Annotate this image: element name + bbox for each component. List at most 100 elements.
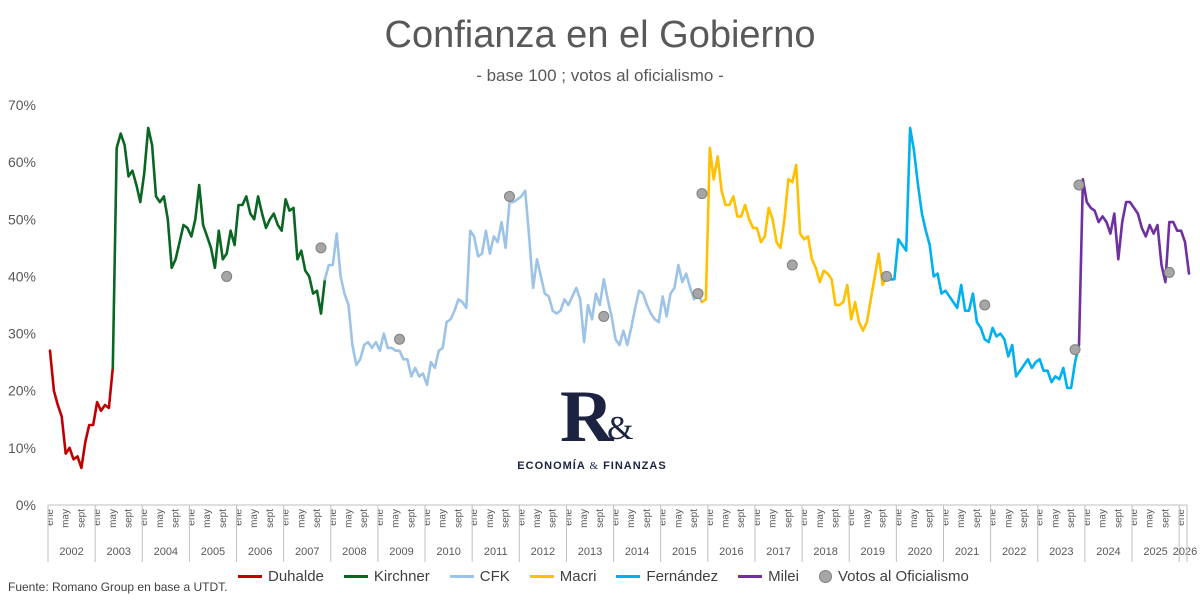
legend-item: Kirchner: [343, 568, 430, 585]
y-tick-label: 60%: [8, 154, 36, 170]
legend-label: CFK: [479, 568, 510, 585]
x-year-label: 2014: [625, 546, 649, 558]
x-month-label: ene: [563, 509, 574, 526]
x-month-label: sept: [830, 509, 841, 528]
legend-swatch: [738, 575, 763, 578]
chart-legend: Duhalde Kirchner CFK Macri Fernández Milei Vot…: [238, 568, 969, 585]
x-month-label: ene: [233, 509, 244, 526]
x-year-label: 2017: [766, 546, 790, 558]
x-month-label: ene: [1035, 509, 1046, 526]
x-month-label: ene: [1176, 509, 1187, 526]
series-line-fernndez: [889, 126, 1081, 390]
x-month-label: sept: [124, 509, 135, 528]
x-month-label: ene: [45, 509, 56, 526]
x-year-label: 2025: [1143, 546, 1167, 558]
x-month-label: ene: [186, 509, 197, 526]
legend-item: CFK: [449, 568, 510, 585]
vote-point: [394, 333, 406, 345]
x-month-label: ene: [658, 509, 669, 526]
x-year-label: 2011: [484, 546, 508, 558]
x-year-label: 2018: [813, 546, 837, 558]
series-line-macri: [700, 146, 892, 332]
votes-dots-layer: [221, 179, 1175, 356]
x-month-label: sept: [972, 509, 983, 528]
x-year-label: 2024: [1096, 546, 1120, 558]
series-line-milei: [1077, 178, 1191, 347]
x-month-label: sept: [642, 509, 653, 528]
x-month-label: may: [579, 509, 590, 528]
x-month-label: sept: [1066, 509, 1077, 528]
x-month-label: may: [862, 509, 873, 528]
x-year-label: 2009: [389, 546, 413, 558]
x-month-label: may: [1050, 509, 1061, 528]
x-month-label: sept: [689, 509, 700, 528]
logo-text: ECONOMÍA & FINANZAS: [512, 460, 672, 472]
x-month-label: ene: [752, 509, 763, 526]
x-month-label: may: [626, 509, 637, 528]
vote-point: [692, 288, 704, 300]
x-month-label: may: [343, 509, 354, 528]
y-axis: 0% 10% 20% 30% 40% 50% 60% 70%: [8, 97, 36, 513]
y-tick-label: 40%: [8, 268, 36, 284]
vote-point: [598, 310, 610, 322]
x-year-label: 2026: [1173, 546, 1197, 558]
x-month-label: sept: [171, 509, 182, 528]
chart-subtitle: - base 100 ; votos al oficialismo -: [476, 66, 724, 85]
legend-item: Votos al Oficialismo: [818, 568, 969, 585]
x-month-label: may: [108, 509, 119, 528]
x-month-label: ene: [988, 509, 999, 526]
y-tick-label: 10%: [8, 440, 36, 456]
x-month-label: ene: [846, 509, 857, 526]
x-year-label: 2016: [719, 546, 743, 558]
x-month-label: may: [909, 509, 920, 528]
x-month-label: may: [61, 509, 72, 528]
x-year-label: 2019: [861, 546, 885, 558]
x-month-label: may: [296, 509, 307, 528]
x-month-label: may: [532, 509, 543, 528]
x-month-label: may: [768, 509, 779, 528]
x-month-label: sept: [1160, 509, 1171, 528]
logo-text-amp: &: [589, 460, 600, 472]
vote-point: [1069, 344, 1081, 356]
x-year-label: 2004: [154, 546, 178, 558]
x-month-label: may: [1098, 509, 1109, 528]
x-month-label: sept: [76, 509, 87, 528]
x-month-label: ene: [328, 509, 339, 526]
x-month-label: ene: [799, 509, 810, 526]
x-month-label: sept: [736, 509, 747, 528]
vote-point: [881, 270, 893, 282]
x-month-label: sept: [1113, 509, 1124, 528]
x-month-label: may: [485, 509, 496, 528]
x-month-label: may: [721, 509, 732, 528]
vote-point: [696, 188, 708, 200]
legend-label: Milei: [768, 568, 799, 585]
x-month-label: ene: [139, 509, 150, 526]
legend-swatch: [343, 575, 368, 578]
logo-ampersand: &: [607, 410, 634, 447]
x-month-label: may: [391, 509, 402, 528]
logo-mark: R: [560, 376, 614, 458]
vote-point: [979, 299, 991, 311]
series-layer: [48, 126, 1191, 470]
x-month-label: may: [673, 509, 684, 528]
x-month-label: ene: [281, 509, 292, 526]
x-month-label: sept: [548, 509, 559, 528]
x-year-label: 2002: [59, 546, 83, 558]
y-tick-label: 70%: [8, 97, 36, 113]
x-month-label: sept: [312, 509, 323, 528]
x-month-label: may: [1003, 509, 1014, 528]
legend-item: Duhalde: [238, 568, 324, 585]
x-month-label: ene: [516, 509, 527, 526]
x-year-label: 2008: [342, 546, 366, 558]
logo-text-left: ECONOMÍA: [517, 460, 586, 472]
legend-swatch: [616, 575, 641, 578]
logo: R & ECONOMÍA & FINANZAS: [512, 376, 672, 482]
x-year-label: 2003: [106, 546, 130, 558]
x-month-label: ene: [92, 509, 103, 526]
legend-item: Fernández: [616, 568, 718, 585]
x-month-label: ene: [705, 509, 716, 526]
x-month-label: may: [202, 509, 213, 528]
x-month-label: ene: [893, 509, 904, 526]
